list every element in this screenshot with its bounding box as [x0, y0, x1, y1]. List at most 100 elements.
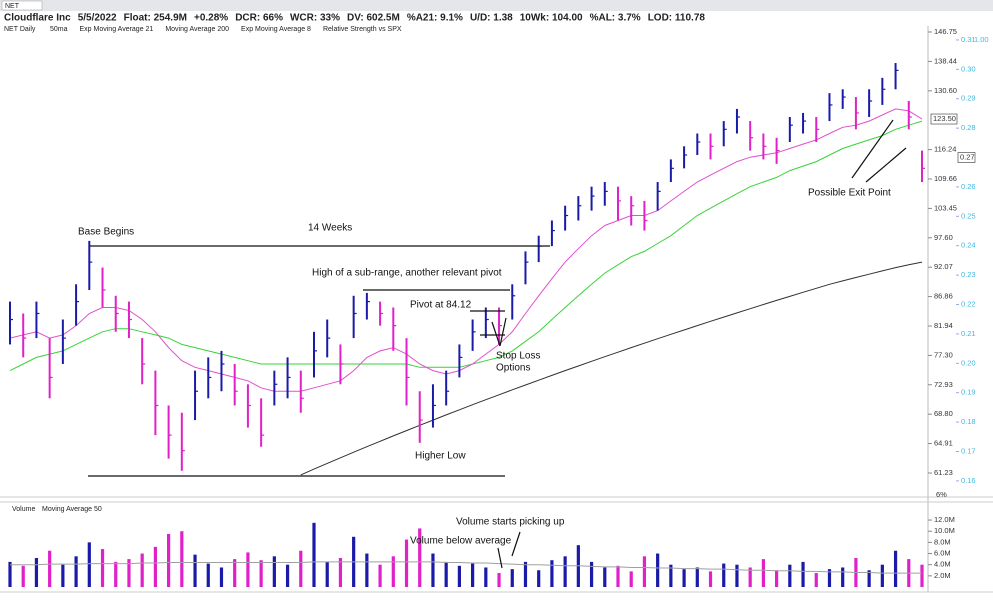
volume-bar: [656, 553, 660, 587]
legend: 50ma Exp Moving Average 21 Moving Average …: [50, 26, 402, 33]
info-item: 5/5/2022: [78, 13, 117, 24]
y2-tick-label: 0.29: [961, 94, 976, 103]
toolbar: [0, 0, 993, 11]
volume-bar: [48, 550, 52, 587]
info-item: %A21: 9.1%: [407, 13, 463, 24]
volume-bar: [510, 569, 514, 587]
volume-bar: [722, 563, 726, 587]
y2-tick-label: 0.21: [961, 329, 976, 338]
symbol[interactable]: NET: [5, 3, 20, 10]
volume-bar: [841, 567, 845, 587]
volume-bar: [642, 556, 647, 587]
legend-entry: Moving Average 200: [165, 26, 229, 33]
volume-bar: [206, 563, 210, 587]
volume-bar: [34, 557, 39, 587]
annotation: 14 Weeks: [308, 223, 352, 234]
volume-bar: [127, 559, 131, 587]
last-rs-label: 0.27: [960, 153, 975, 162]
annotation: Stop Loss: [496, 351, 540, 362]
annotation: Options: [496, 363, 530, 374]
volume-bar: [761, 559, 765, 587]
volume-bar: [523, 561, 528, 587]
chart-title: NET Daily: [4, 26, 36, 33]
info-item: Cloudflare Inc: [4, 13, 71, 24]
annotation: High of a sub-range, another relevant pi…: [312, 268, 502, 279]
volume-bar: [603, 567, 607, 587]
symbol-box[interactable]: [1, 0, 43, 11]
y2-tick-label: 0.30: [961, 64, 976, 73]
y2-tick-label: 0.16: [961, 476, 976, 485]
info-item: 10Wk: 104.00: [520, 13, 583, 24]
volume-bar: [550, 560, 554, 587]
y-tick-label: 116.24: [934, 145, 956, 154]
volume-bar: [167, 534, 171, 587]
y2-tick-label: 0.22: [961, 299, 976, 308]
price-pane: [9, 63, 925, 476]
moving-average: [300, 261, 923, 476]
volume-bar: [325, 561, 329, 587]
volume-bar: [735, 564, 739, 587]
volume-bar: [404, 539, 409, 587]
info-item: +0.28%: [194, 13, 228, 24]
volume-bar: [589, 561, 594, 587]
volume-title: Volume: [12, 506, 35, 513]
volume-ma-legend: Moving Average 50: [42, 506, 102, 513]
volume-bar: [880, 564, 884, 587]
y-tick-label: 81.94: [934, 321, 953, 330]
volume-bar: [259, 560, 263, 587]
y-tick-label: 130.60: [934, 86, 957, 95]
volume-bar: [471, 563, 475, 587]
info-item: LOD: 110.78: [648, 13, 706, 24]
volume-bar: [669, 564, 673, 587]
volume-bar: [801, 561, 805, 587]
annotation-lines: [88, 119, 907, 569]
y2-tick-label: 0.20: [961, 358, 976, 367]
volume-tick-label: 8.0M: [934, 537, 951, 546]
info-item: DV: 602.5M: [347, 13, 400, 24]
volume-bar: [682, 569, 686, 587]
legend-entry: Exp Moving Average 8: [241, 26, 311, 33]
volume-bar: [180, 531, 184, 587]
rs-top-label: 1.00: [974, 35, 989, 44]
volume-bar: [788, 564, 792, 587]
y2-tick-label: 0.17: [961, 446, 976, 455]
volume-bar: [285, 564, 290, 587]
legend-entry: Relative Strength vs SPX: [323, 26, 402, 33]
volume-tick-label: 2.0M: [934, 571, 951, 580]
info-item: U/D: 1.38: [470, 13, 513, 24]
y-tick-label: 103.45: [934, 203, 957, 212]
y2-tick-label: 0.24: [961, 241, 976, 250]
y2-tick-label: 0.26: [961, 182, 976, 191]
volume-tick-label: 6.0M: [934, 549, 951, 558]
volume-bar: [378, 564, 382, 587]
volume-bar: [312, 522, 316, 587]
volume-bar: [484, 567, 488, 587]
percent-label: 6%: [936, 490, 947, 499]
y-tick-label: 92.07: [934, 262, 953, 271]
volume-bar: [140, 553, 144, 587]
volume-bar: [100, 549, 105, 587]
volume-bar: [8, 561, 12, 587]
volume-bar: [365, 553, 369, 587]
volume-bar: [272, 556, 276, 587]
y-tick-label: 72.93: [934, 380, 953, 389]
legend-entry: 50ma: [50, 26, 68, 33]
volume-bar: [219, 567, 224, 587]
volume-bar: [391, 556, 395, 587]
volume-bar: [893, 550, 898, 587]
volume-bar: [246, 552, 250, 587]
y2-tick-label: 0.18: [961, 417, 976, 426]
volume-bar: [775, 570, 779, 587]
volume-bar: [457, 565, 461, 587]
volume-tick-label: 12.0M: [934, 515, 955, 524]
moving-average: [9, 120, 923, 372]
volume-bar: [814, 573, 818, 587]
info-item: Float: 254.9M: [124, 13, 187, 24]
y2-tick-label: 0.23: [961, 270, 976, 279]
y2-tick-label: 0.19: [961, 388, 976, 397]
y-tick-label: 77.30: [934, 350, 953, 359]
volume-bar: [563, 556, 567, 587]
y-tick-label: 86.86: [934, 292, 953, 301]
volume-bar: [920, 564, 924, 587]
